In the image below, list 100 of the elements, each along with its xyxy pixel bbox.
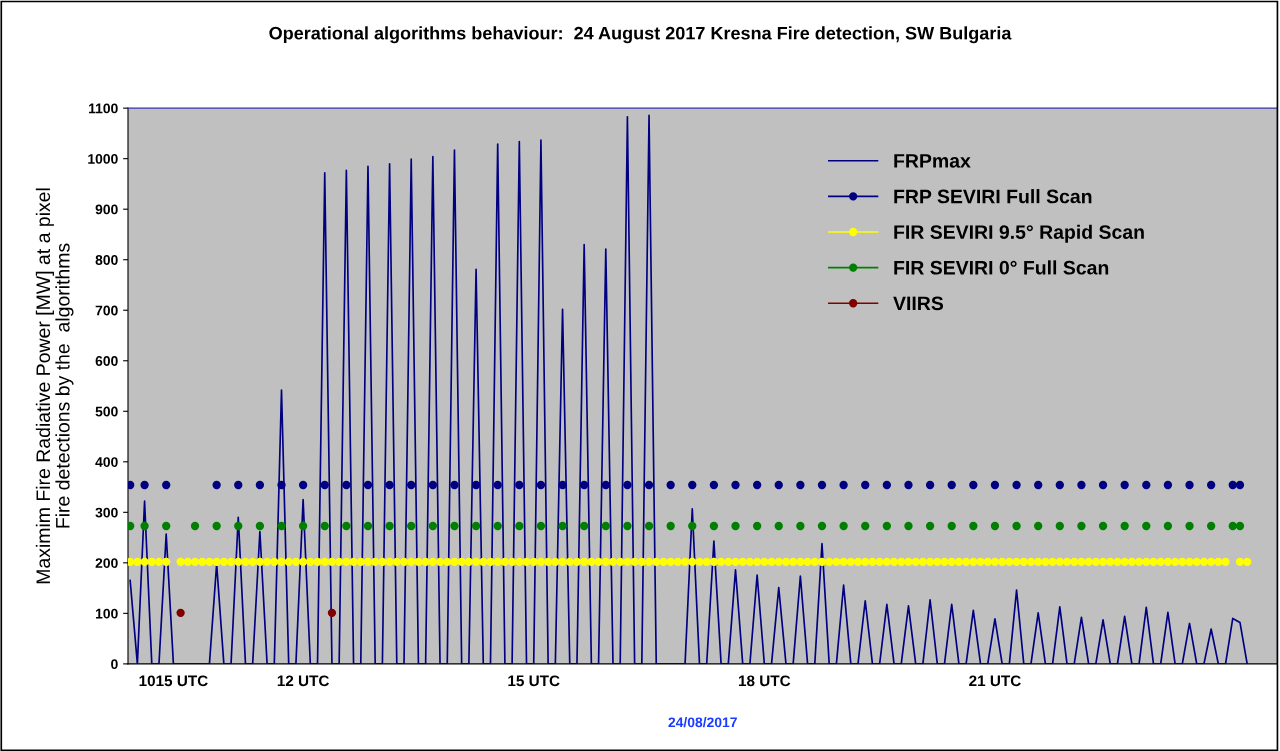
point — [234, 480, 243, 490]
y-tick-label: 700 — [95, 305, 118, 316]
point — [580, 480, 589, 490]
point — [861, 480, 870, 490]
y-tick-label: 1100 — [89, 103, 118, 114]
point — [1055, 480, 1064, 490]
point — [342, 480, 351, 490]
point — [623, 480, 632, 490]
x-tick-label: 12 UTC — [277, 675, 330, 687]
point — [428, 480, 437, 490]
point — [688, 480, 697, 490]
x-tick-label: 21 UTC — [969, 675, 1021, 687]
point — [255, 480, 265, 490]
point — [515, 480, 524, 490]
point — [1235, 521, 1245, 531]
point — [277, 480, 286, 490]
point — [1142, 521, 1151, 531]
point — [580, 521, 589, 531]
point — [450, 521, 459, 531]
point — [1185, 480, 1194, 490]
point — [128, 480, 135, 490]
point — [752, 521, 762, 531]
point — [128, 521, 135, 531]
point — [493, 521, 502, 531]
point — [176, 608, 185, 618]
point — [162, 521, 171, 531]
point — [212, 480, 221, 490]
legend-label: FRP SEVIRI Full Scan — [894, 189, 1092, 204]
point — [861, 521, 870, 531]
point — [1055, 521, 1064, 531]
point — [1206, 480, 1216, 490]
y-tick-label: 0 — [111, 659, 118, 670]
point — [817, 480, 827, 490]
point — [515, 521, 524, 531]
point — [385, 521, 394, 531]
point — [969, 480, 978, 490]
point — [493, 480, 502, 490]
point — [1098, 480, 1108, 490]
point — [709, 521, 719, 531]
point — [644, 521, 654, 531]
point — [1034, 480, 1043, 490]
point — [1163, 521, 1173, 531]
point — [298, 521, 308, 531]
legend-label: FIR SEVIRI 0° Full Scan — [894, 260, 1109, 275]
point — [839, 480, 848, 490]
point — [796, 480, 805, 490]
point — [471, 480, 481, 490]
point — [774, 521, 783, 531]
y-tick-label: 200 — [95, 558, 118, 569]
point — [298, 480, 308, 490]
point — [1120, 521, 1129, 531]
point — [234, 521, 243, 531]
point — [817, 521, 827, 531]
y-tick-label: 1000 — [88, 154, 118, 164]
point — [796, 521, 805, 531]
point — [255, 521, 265, 531]
point — [536, 521, 546, 531]
point — [363, 480, 373, 490]
point — [1077, 480, 1086, 490]
point — [1120, 480, 1129, 490]
point — [342, 521, 351, 531]
x-tick-label: 18 UTC — [738, 675, 791, 687]
point — [212, 521, 221, 531]
y-tick-label: 500 — [95, 406, 118, 417]
point — [990, 521, 1000, 531]
point — [407, 521, 416, 531]
point — [320, 521, 329, 531]
point — [882, 521, 892, 531]
line-series — [129, 114, 1249, 664]
point — [601, 480, 610, 490]
point — [904, 521, 913, 531]
point — [1185, 521, 1194, 531]
point — [644, 480, 654, 490]
point — [428, 521, 437, 531]
y-tick-label: 800 — [95, 255, 118, 265]
point — [140, 521, 149, 531]
point — [947, 521, 956, 531]
point — [731, 480, 740, 490]
point — [752, 480, 762, 490]
point — [688, 521, 697, 531]
point — [471, 521, 481, 531]
chart-title: Operational algorithms behaviour: 24 August 2017 Kresna Fire detection, SW Bulgaria — [269, 26, 1012, 44]
point — [277, 521, 286, 531]
point — [1012, 480, 1021, 490]
point — [969, 521, 978, 531]
point — [385, 480, 394, 490]
point — [1142, 480, 1151, 490]
point — [407, 480, 416, 490]
point — [925, 521, 935, 531]
point — [666, 480, 675, 490]
point — [1163, 480, 1173, 490]
y-axis-title: Maximim Fire Radiative Power [MW] at a pixel Fire detections by the algorithms — [35, 188, 74, 584]
point — [774, 480, 783, 490]
point — [1012, 521, 1021, 531]
y-tick-label: 400 — [95, 457, 118, 467]
point — [1077, 521, 1086, 531]
legend-label: FIR SEVIRI 9.5° Rapid Scan — [894, 224, 1144, 243]
point — [925, 480, 935, 490]
point — [666, 521, 675, 531]
point — [162, 480, 171, 490]
